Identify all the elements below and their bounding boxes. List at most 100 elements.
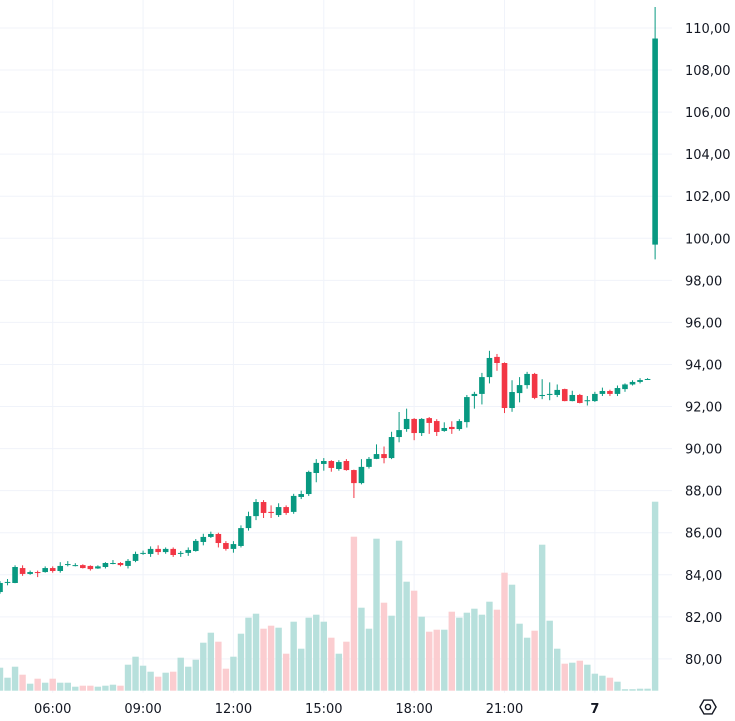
volume-bar [380,602,388,691]
candle-body [403,418,410,430]
volume-bar [403,581,410,691]
volume-bar [41,682,49,691]
volume-bar [569,662,576,691]
volume-bar [313,614,320,691]
candle-body [283,507,289,513]
candle-body [614,388,621,394]
price-tick-label: 108,00 [685,64,731,79]
volume-bar [260,628,267,691]
settings-icon[interactable] [698,697,718,717]
volume-bar [546,620,553,691]
volume-bar [373,538,380,691]
time-tick-label: 09:00 [124,702,161,717]
candle-body [110,563,116,565]
volume-bar [154,676,162,691]
candle-body [486,357,493,378]
price-tick-label: 80,00 [685,653,722,668]
volume-bar [215,641,222,691]
volume-bar [57,682,64,691]
volume-bar [72,686,79,691]
candle-body [253,502,259,517]
candle-body [72,565,79,567]
candle-body [629,381,636,385]
volume-bar [486,601,493,691]
candle-body [320,461,327,464]
candle-body [426,418,433,423]
candle-body [305,471,312,495]
time-axis[interactable]: 06:00 09:00 12:00 15:00 18:00 21:00 7 [34,702,599,717]
price-tick-label: 92,00 [685,401,722,416]
candle-body [102,563,109,567]
volume-bar [222,668,230,691]
candle-body [464,397,470,423]
volume-bar [395,540,403,691]
volume-bar [621,689,629,691]
candle-body [208,533,214,537]
volume-bar [26,683,34,691]
volume-bar [132,656,139,691]
price-tick-label: 86,00 [685,527,722,542]
candle-body [328,461,335,468]
volume-bar [636,688,644,691]
volume-bar [192,659,199,691]
price-tick-label: 90,00 [685,443,722,458]
candle-body [185,549,192,553]
volume-bar [185,666,192,691]
candle-body [577,394,583,403]
price-tick-label: 110,00 [685,22,731,37]
volume-bar [508,584,516,691]
price-tick-label: 84,00 [685,569,722,584]
candle-body [200,536,207,542]
candle-body [644,378,651,380]
volume-bar [117,685,124,691]
time-tick-label: 18:00 [395,702,432,717]
volume-bar [19,674,26,691]
volume-bar [599,675,606,691]
volume-bar [207,632,215,691]
candle-body [215,533,222,544]
volume-bar [328,637,335,691]
candle-body [501,363,508,409]
volume-bar [237,633,245,691]
candle-body [561,389,568,402]
volume-bar [79,685,87,691]
volume-bar [275,627,282,691]
candle-body [177,552,184,554]
candle-body [531,373,538,398]
volume-bar [305,617,312,691]
candle-body [358,466,365,484]
time-tick-label: 12:00 [215,702,252,717]
volume-bar [162,672,169,691]
candle-body [396,430,402,438]
grid [0,0,672,693]
volume-bar [456,617,463,691]
candle-body [449,426,455,430]
price-tick-label: 100,00 [685,232,731,247]
candle-body [441,427,448,431]
volume-bar [0,667,4,691]
candle-body [95,566,101,569]
price-tick-label: 98,00 [685,274,722,289]
candle-body [516,385,523,394]
candle-body [223,543,229,549]
candle-body [170,548,176,556]
volume-bar [139,665,147,691]
volume-bar [418,616,425,691]
price-tick-label: 82,00 [685,611,722,626]
candle-body [140,552,146,554]
volume-bar [463,612,471,691]
volume-bar [591,673,599,691]
candle-body [622,384,628,390]
volume-bar [177,657,184,691]
volume-bar [448,611,455,691]
candle-body [569,394,576,402]
candle-body [192,540,199,552]
candle-body [539,394,545,397]
candle-body [230,544,237,549]
candles [0,6,658,594]
candle-body [34,572,41,574]
price-axis[interactable]: 80,00 82,00 84,00 86,00 88,00 90,00 92,00 94,00… [685,22,731,668]
volume-bar [651,501,659,691]
candle-body [584,400,591,402]
